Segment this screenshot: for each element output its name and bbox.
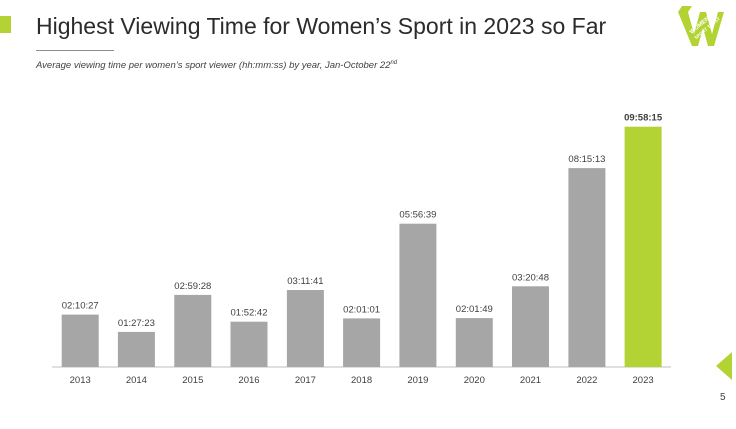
- x-tick-2016: 2016: [238, 375, 259, 386]
- slide-title: Highest Viewing Time for Women’s Sport i…: [36, 13, 607, 39]
- bar-2014: [117, 331, 155, 367]
- bar-2022: [568, 168, 606, 367]
- x-tick-2014: 2014: [126, 375, 147, 386]
- bar-2020: [455, 318, 493, 367]
- x-tick-2022: 2022: [576, 375, 597, 386]
- data-label-2023: 09:58:15: [624, 113, 663, 124]
- bar-2016: [230, 321, 268, 367]
- triangle-left-icon[interactable]: [716, 352, 732, 380]
- x-tick-2017: 2017: [295, 375, 316, 386]
- data-label-2020: 02:01:49: [456, 304, 493, 315]
- bar-2018: [343, 318, 381, 367]
- subtitle-text: Average viewing time per women’s sport v…: [36, 60, 391, 72]
- data-label-2017: 03:11:41: [287, 276, 323, 287]
- data-label-2013: 02:10:27: [62, 301, 99, 312]
- x-tick-2018: 2018: [351, 375, 372, 386]
- x-tick-2015: 2015: [182, 375, 203, 386]
- data-label-2016: 01:52:42: [231, 308, 268, 319]
- x-tick-2013: 2013: [70, 375, 91, 386]
- accent-square: [0, 16, 11, 33]
- x-tick-2021: 2021: [520, 375, 541, 386]
- data-label-2022: 08:15:13: [568, 154, 605, 165]
- data-label-2021: 03:20:48: [512, 272, 549, 283]
- bar-2017: [286, 290, 324, 367]
- slide-subtitle: Average viewing time per women’s sport v…: [36, 60, 397, 71]
- bar-2019: [399, 223, 437, 367]
- bar-2021: [512, 286, 549, 367]
- page-number: 5: [720, 392, 726, 403]
- data-label-2015: 02:59:28: [174, 281, 211, 292]
- x-tick-2020: 2020: [464, 375, 485, 386]
- bar-2013: [61, 314, 99, 367]
- data-label-2019: 05:56:39: [399, 210, 436, 221]
- bar-2015: [174, 294, 212, 367]
- data-label-2018: 02:01:01: [343, 304, 380, 315]
- womens-sport-trust-logo: WOMEN'S SPORT TRUST: [678, 6, 724, 46]
- x-tick-2019: 2019: [407, 375, 428, 386]
- subtitle-superscript: nd: [390, 60, 398, 66]
- bar-2023: [624, 126, 662, 367]
- x-tick-2023: 2023: [633, 375, 654, 386]
- data-label-2014: 01:27:23: [118, 318, 155, 329]
- title-underline: [36, 50, 114, 51]
